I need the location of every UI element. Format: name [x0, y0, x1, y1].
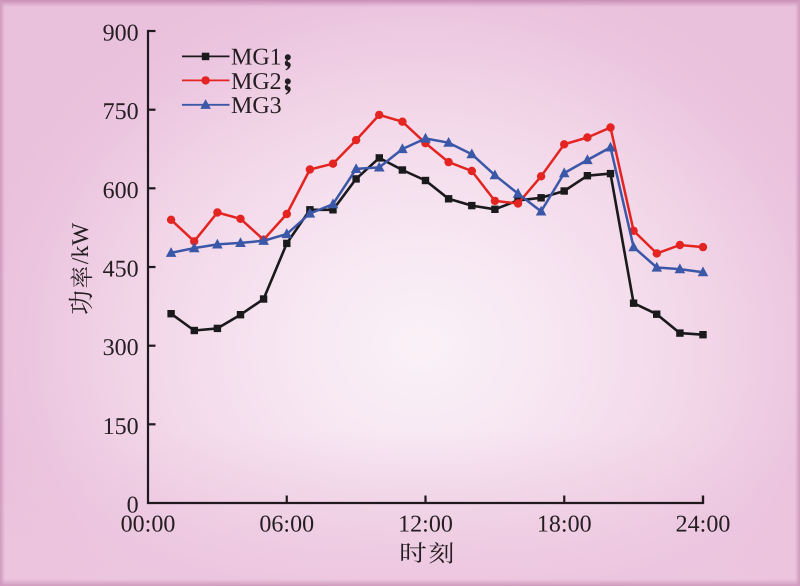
svg-text:450: 450 — [103, 257, 139, 283]
svg-text:MG2: MG2 — [231, 69, 282, 95]
svg-text:150: 150 — [103, 414, 139, 440]
svg-text:300: 300 — [103, 335, 139, 361]
svg-text:06:00: 06:00 — [259, 511, 314, 537]
svg-text:900: 900 — [103, 21, 139, 47]
svg-text:0: 0 — [127, 493, 139, 519]
svg-text:750: 750 — [103, 99, 139, 125]
svg-text:/kW: /kW — [68, 223, 94, 265]
svg-text:00:00: 00:00 — [121, 511, 176, 537]
svg-text:MG1: MG1 — [231, 45, 282, 71]
svg-text:600: 600 — [103, 178, 139, 204]
svg-text:18:00: 18:00 — [537, 511, 592, 537]
svg-text:24:00: 24:00 — [676, 511, 731, 537]
svg-text:MG3: MG3 — [231, 93, 282, 119]
svg-text:12:00: 12:00 — [398, 511, 453, 537]
